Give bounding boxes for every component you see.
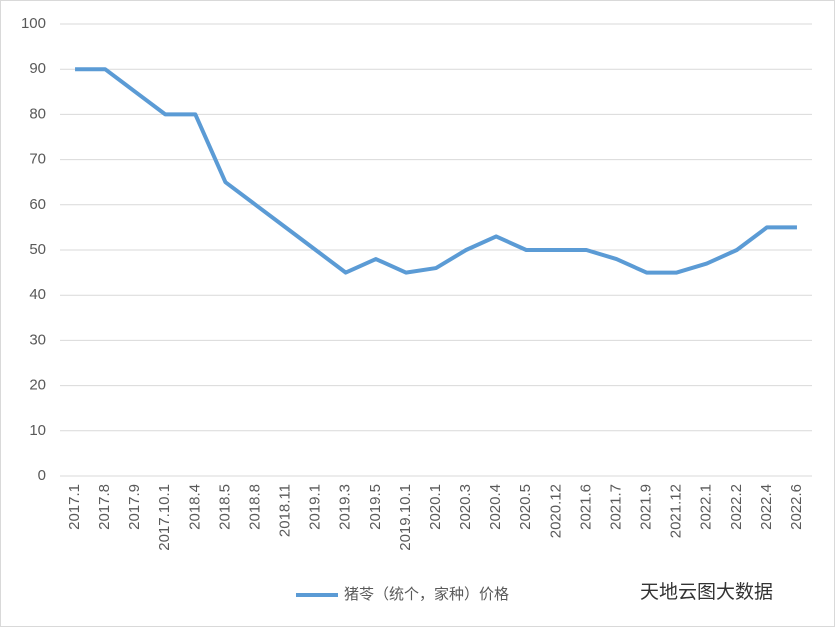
y-tick-label: 70 xyxy=(29,151,46,168)
x-tick-label: 2020.4 xyxy=(487,484,504,530)
y-tick-label: 50 xyxy=(29,241,46,258)
x-tick-label: 2017.1 xyxy=(66,484,83,530)
x-tick-label: 2020.12 xyxy=(547,484,564,538)
y-tick-label: 100 xyxy=(21,15,46,32)
x-tick-label: 2020.3 xyxy=(457,484,474,530)
x-tick-label: 2018.4 xyxy=(186,484,203,530)
x-tick-label: 2021.9 xyxy=(638,484,655,530)
x-tick-label: 2022.1 xyxy=(698,484,715,530)
x-tick-label: 2019.1 xyxy=(307,484,324,530)
y-tick-label: 30 xyxy=(29,331,46,348)
y-tick-label: 0 xyxy=(38,467,46,484)
x-tick-label: 2017.10.1 xyxy=(156,484,173,551)
x-tick-label: 2018.5 xyxy=(216,484,233,530)
y-tick-label: 90 xyxy=(29,60,46,77)
x-tick-label: 2017.8 xyxy=(96,484,113,530)
x-tick-label: 2019.3 xyxy=(337,484,354,530)
x-tick-label: 2022.2 xyxy=(728,484,745,530)
x-tick-label: 2020.5 xyxy=(517,484,534,530)
legend-label: 猪苓（统个，家种）价格 xyxy=(344,586,509,603)
x-tick-label: 2021.7 xyxy=(607,484,624,530)
x-tick-label: 2019.5 xyxy=(367,484,384,530)
x-tick-label: 2020.1 xyxy=(427,484,444,530)
x-tick-label: 2019.10.1 xyxy=(397,484,414,551)
x-tick-label: 2018.11 xyxy=(277,484,294,537)
series-line xyxy=(75,67,797,275)
y-tick-label: 60 xyxy=(29,196,46,213)
x-tick-label: 2021.6 xyxy=(577,484,594,530)
y-tick-label: 10 xyxy=(29,422,46,439)
x-tick-label: 2017.9 xyxy=(126,484,143,530)
x-tick-label: 2022.6 xyxy=(788,484,805,530)
watermark: 天地云图大数据 xyxy=(640,581,773,603)
y-tick-label: 40 xyxy=(29,286,46,303)
x-tick-label: 2022.4 xyxy=(758,484,775,530)
x-tick-label: 2021.12 xyxy=(668,484,685,538)
y-tick-label: 80 xyxy=(29,105,46,122)
x-tick-label: 2018.8 xyxy=(246,484,263,530)
y-tick-label: 20 xyxy=(29,377,46,394)
